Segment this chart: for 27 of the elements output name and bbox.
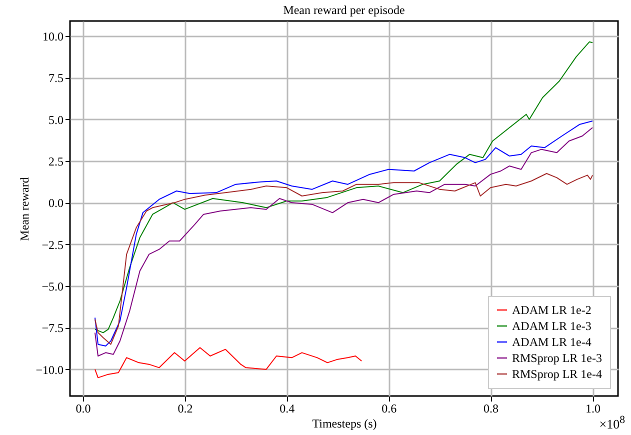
y-tick-label: −2.5 [42,238,64,252]
line-series [94,41,594,334]
legend-label: ADAM LR 1e-4 [512,335,592,349]
y-axis-title: Mean reward [18,177,32,241]
y-tick-label: −5.0 [42,280,64,294]
legend-label: ADAM LR 1e-2 [512,303,592,317]
y-tick-label: 0.0 [48,196,64,210]
x-tick-label: 0.4 [280,402,295,416]
x-tick-label: 0.0 [76,402,91,416]
x-tick-label: 0.2 [178,402,193,416]
x-axis-title: Timesteps (s) [312,416,377,430]
y-tick-label: 7.5 [48,71,64,86]
legend-label: RMSprop LR 1e-3 [512,351,602,365]
chart-title: Mean reward per episode [283,3,405,17]
legend-label: ADAM LR 1e-3 [512,319,592,333]
x-tick-label: 0.6 [382,402,397,416]
legend-label: RMSprop LR 1e-4 [512,367,602,381]
y-tick-label: 2.5 [48,154,64,168]
y-tick-label: −10.0 [36,362,64,377]
line-series [94,347,362,378]
y-tick-label: 10.0 [42,30,64,44]
y-tick-label: 5.0 [48,112,64,127]
x-tick-label: 1.0 [586,402,601,416]
y-tick-label: −7.5 [42,321,64,336]
text: ×10$^{8}$ [599,414,625,432]
line-series [94,173,594,345]
x-tick-label: 0.8 [484,402,499,416]
